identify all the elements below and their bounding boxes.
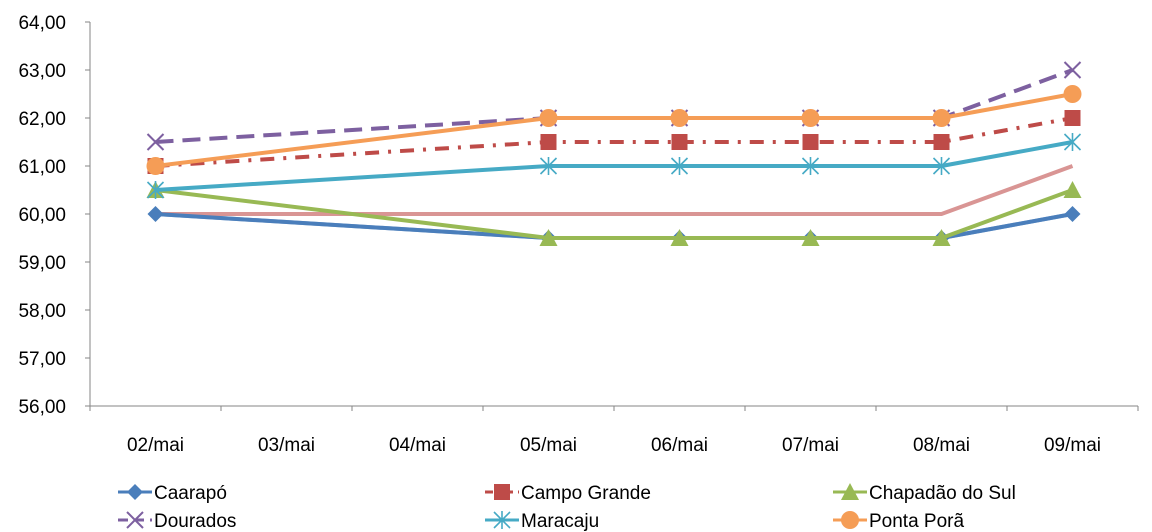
data-point bbox=[1064, 206, 1081, 222]
legend-label: Chapadão do Sul bbox=[869, 483, 1016, 504]
series-line bbox=[155, 212, 1073, 240]
x-axis: 02/mai 03/mai 04/mai 05/mai 06/mai 07/mai 08/m… bbox=[89, 405, 1139, 456]
legend-item: Campo Grande bbox=[485, 483, 651, 504]
legend-item: Caarapó bbox=[118, 483, 227, 504]
series-line bbox=[155, 140, 1073, 192]
data-point bbox=[932, 229, 951, 246]
data-point bbox=[1063, 61, 1082, 79]
legend-marker bbox=[494, 484, 510, 500]
legend-item: Ponta Porã bbox=[833, 511, 964, 532]
data-point bbox=[539, 109, 558, 127]
data-point bbox=[147, 206, 164, 222]
legend-marker bbox=[841, 483, 859, 500]
data-point bbox=[1063, 181, 1082, 198]
legend-marker bbox=[841, 511, 859, 529]
data-point bbox=[1063, 133, 1082, 151]
x-tick-label: 06/mai bbox=[651, 435, 708, 456]
y-tick-label: 63,00 bbox=[18, 61, 66, 82]
x-tick-label: 07/mai bbox=[782, 435, 839, 456]
legend-marker bbox=[126, 511, 144, 529]
data-point bbox=[670, 157, 689, 175]
x-tick-label: 09/mai bbox=[1044, 435, 1101, 456]
y-tick-label: 61,00 bbox=[18, 157, 66, 178]
series-line bbox=[155, 92, 1073, 168]
legend-item: Chapadão do Sul bbox=[833, 483, 1016, 504]
data-point bbox=[801, 109, 820, 127]
y-tick-label: 59,00 bbox=[18, 253, 66, 274]
series-line bbox=[155, 116, 1073, 168]
data-point bbox=[146, 157, 165, 175]
series-line bbox=[155, 188, 1074, 240]
legend-label: Ponta Porã bbox=[869, 511, 964, 532]
y-tick-label: 57,00 bbox=[18, 349, 66, 370]
y-tick-label: 64,00 bbox=[18, 13, 66, 34]
legend-label: Caarapó bbox=[154, 483, 227, 504]
series-4 bbox=[146, 133, 1082, 199]
data-point bbox=[540, 134, 557, 150]
y-axis: 56,00 57,00 58,00 59,00 60,00 61,00 62,00 63,00… bbox=[18, 13, 91, 418]
legend-marker bbox=[493, 511, 511, 529]
series-5 bbox=[146, 85, 1082, 175]
series-line bbox=[155, 212, 1073, 240]
y-tick-label: 62,00 bbox=[18, 109, 66, 130]
y-tick-label: 56,00 bbox=[18, 397, 66, 418]
legend-label: Campo Grande bbox=[521, 483, 651, 504]
series-6 bbox=[155, 164, 1074, 216]
data-point bbox=[932, 157, 951, 175]
legend: Caarapó Campo Grande Chapadão do Sul Dourad… bbox=[118, 483, 1016, 532]
y-tick-label: 58,00 bbox=[18, 301, 66, 322]
data-point bbox=[146, 181, 165, 199]
data-point bbox=[670, 109, 689, 127]
data-point bbox=[801, 157, 820, 175]
y-tick-label: 60,00 bbox=[18, 205, 66, 226]
legend-label: Dourados bbox=[154, 511, 236, 532]
legend-item: Maracaju bbox=[485, 511, 599, 532]
x-tick-label: 05/mai bbox=[520, 435, 577, 456]
legend-item: Dourados bbox=[118, 511, 236, 532]
x-tick-label: 04/mai bbox=[389, 435, 446, 456]
series-line bbox=[155, 164, 1074, 216]
data-point bbox=[146, 133, 165, 151]
x-tick-label: 03/mai bbox=[258, 435, 315, 456]
data-point bbox=[539, 229, 558, 246]
data-point bbox=[802, 134, 819, 150]
data-point bbox=[933, 134, 950, 150]
series-7 bbox=[155, 212, 1073, 240]
data-point bbox=[801, 229, 820, 246]
legend-label: Maracaju bbox=[521, 511, 599, 532]
legend-marker bbox=[127, 484, 143, 500]
data-point bbox=[1063, 85, 1082, 103]
x-tick-label: 08/mai bbox=[913, 435, 970, 456]
data-point bbox=[932, 109, 951, 127]
data-point bbox=[1064, 110, 1081, 126]
data-point bbox=[670, 229, 689, 246]
series-layer bbox=[146, 61, 1082, 246]
x-tick-label: 02/mai bbox=[127, 435, 184, 456]
series-line bbox=[155, 68, 1074, 144]
data-point bbox=[671, 134, 688, 150]
data-point bbox=[539, 157, 558, 175]
